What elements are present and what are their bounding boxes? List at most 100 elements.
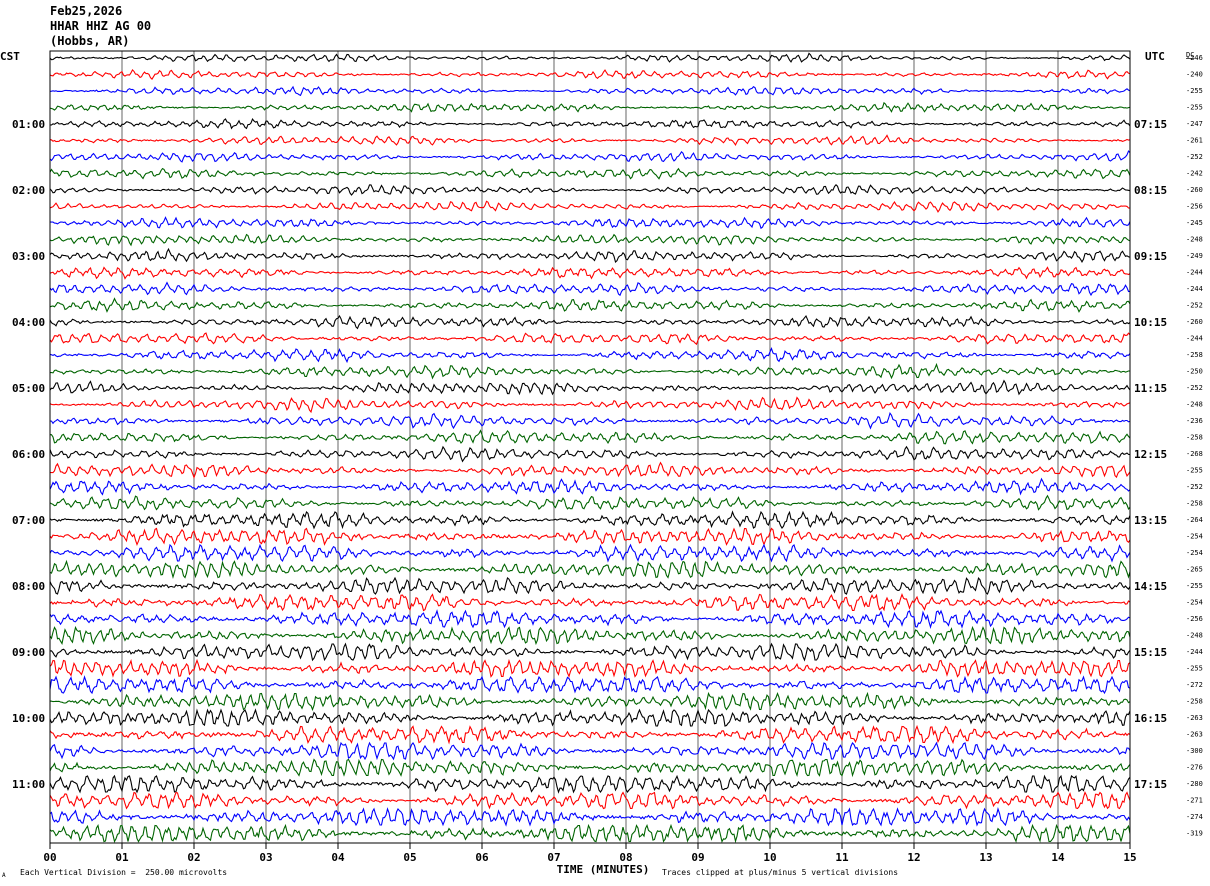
dc-offset-label: -245 <box>1186 219 1203 227</box>
seismic-trace <box>49 461 1131 479</box>
utc-hour-label: 12:15 <box>1134 448 1167 461</box>
seismic-trace <box>49 559 1131 580</box>
dc-offset-label: -244 <box>1186 269 1203 277</box>
dc-offset-label: -319 <box>1186 830 1203 838</box>
station-label: HHAR HHZ AG 00 <box>50 19 152 33</box>
seismic-trace <box>49 396 1131 414</box>
dc-offset-label: -240 <box>1186 71 1203 79</box>
plot-frame <box>49 50 1131 844</box>
scale-note: Each Vertical Division = 250.00 microvol… <box>20 868 228 877</box>
seismic-trace <box>49 314 1131 330</box>
seismic-trace <box>49 675 1131 695</box>
x-tick-label: 09 <box>691 851 704 864</box>
seismic-trace <box>49 658 1131 678</box>
seismic-trace <box>49 642 1131 662</box>
seismic-trace <box>49 247 1131 264</box>
dc-offset-label: -252 <box>1186 153 1203 161</box>
utc-hour-label: 13:15 <box>1134 514 1167 527</box>
dc-offset-label: -244 <box>1186 335 1203 343</box>
utc-hour-label: 08:15 <box>1134 184 1167 197</box>
x-tick-label: 08 <box>619 851 632 864</box>
cst-hour-label: 04:00 <box>12 316 45 329</box>
seismic-trace <box>49 807 1131 827</box>
dc-offset-label: -255 <box>1186 582 1203 590</box>
seismic-trace <box>49 823 1131 844</box>
cst-hour-label: 07:00 <box>12 514 45 527</box>
seismic-trace <box>49 445 1131 463</box>
seismic-trace <box>49 68 1131 80</box>
dc-offset-label: -254 <box>1186 533 1203 541</box>
dc-offset-label: -256 <box>1186 615 1203 623</box>
seismic-trace <box>49 281 1131 297</box>
dc-offset-label: -271 <box>1186 797 1203 805</box>
dc-offset-label: -249 <box>1186 252 1203 260</box>
seismic-trace <box>49 216 1131 230</box>
dc-offset-label: -255 <box>1186 467 1203 475</box>
utc-hour-label: 15:15 <box>1134 646 1167 659</box>
seismic-trace <box>49 233 1131 247</box>
utc-hour-label: 14:15 <box>1134 580 1167 593</box>
seismic-trace <box>49 167 1131 180</box>
seismic-trace <box>49 101 1131 113</box>
cst-hour-label: 02:00 <box>12 184 45 197</box>
dc-offset-label: -274 <box>1186 813 1203 821</box>
dc-offset-label: -300 <box>1186 747 1203 755</box>
seismic-trace <box>49 346 1131 364</box>
dc-offset-label: -263 <box>1186 714 1203 722</box>
dc-offset-label: -272 <box>1186 681 1203 689</box>
seismic-trace <box>49 332 1131 346</box>
dc-offset-label: -265 <box>1186 566 1203 574</box>
seismic-trace <box>49 510 1131 530</box>
x-tick-label: 13 <box>979 851 992 864</box>
location-label: (Hobbs, AR) <box>50 34 130 48</box>
seismic-trace <box>49 609 1131 629</box>
dc-offset-label: -252 <box>1186 302 1203 310</box>
seismic-trace <box>49 791 1131 810</box>
x-tick-label: 11 <box>835 851 849 864</box>
grid-layer <box>49 51 1131 849</box>
dc-offset-label: -244 <box>1186 285 1203 293</box>
dc-offset-label: -255 <box>1186 665 1203 673</box>
utc-hour-label: 10:15 <box>1134 316 1167 329</box>
x-tick-label: 01 <box>115 851 129 864</box>
dc-offset-label: -263 <box>1186 731 1203 739</box>
seismic-trace <box>49 266 1131 280</box>
x-tick-label: 06 <box>475 851 489 864</box>
seismic-trace <box>49 118 1131 130</box>
utc-hour-label: 11:15 <box>1134 382 1167 395</box>
cst-hour-label: 10:00 <box>12 712 45 725</box>
dc-offset-label: -248 <box>1186 236 1203 244</box>
utc-hour-label: 16:15 <box>1134 712 1167 725</box>
seismic-trace <box>49 543 1131 563</box>
seismic-trace <box>49 527 1131 547</box>
seismic-trace <box>49 85 1131 97</box>
plot-header: Feb25,2026 HHAR HHZ AG 00 (Hobbs, AR) <box>50 4 151 49</box>
cst-hour-label: 11:00 <box>12 778 45 791</box>
dc-offset-label: -252 <box>1186 384 1203 392</box>
dc-offset-label: -246 <box>1186 54 1203 62</box>
dc-offset-label: -255 <box>1186 87 1203 95</box>
dc-offset-label: -254 <box>1186 549 1203 557</box>
seismic-trace <box>49 741 1131 761</box>
cst-hour-label: 03:00 <box>12 250 45 263</box>
x-tick-label: 00 <box>43 851 56 864</box>
dc-offset-label: -280 <box>1186 780 1203 788</box>
seismic-trace <box>49 184 1131 196</box>
x-tick-label: 14 <box>1051 851 1065 864</box>
dc-offset-label: -236 <box>1186 417 1203 425</box>
right-axis-label: UTC <box>1145 50 1165 63</box>
cst-hour-label: 06:00 <box>12 448 45 461</box>
left-axis-label: CST <box>0 50 20 63</box>
seismic-trace <box>49 625 1131 646</box>
seismic-trace <box>49 200 1131 213</box>
seismic-trace <box>49 362 1130 380</box>
dc-offset-label: -247 <box>1186 120 1203 128</box>
dc-offset-label: -248 <box>1186 401 1203 409</box>
utc-hour-label: 17:15 <box>1134 778 1167 791</box>
dc-offset-label: -260 <box>1186 318 1203 326</box>
dc-offset-label: -258 <box>1186 434 1203 442</box>
dc-offset-label: -252 <box>1186 483 1203 491</box>
seismic-trace <box>49 477 1131 496</box>
x-tick-label: 03 <box>259 851 272 864</box>
